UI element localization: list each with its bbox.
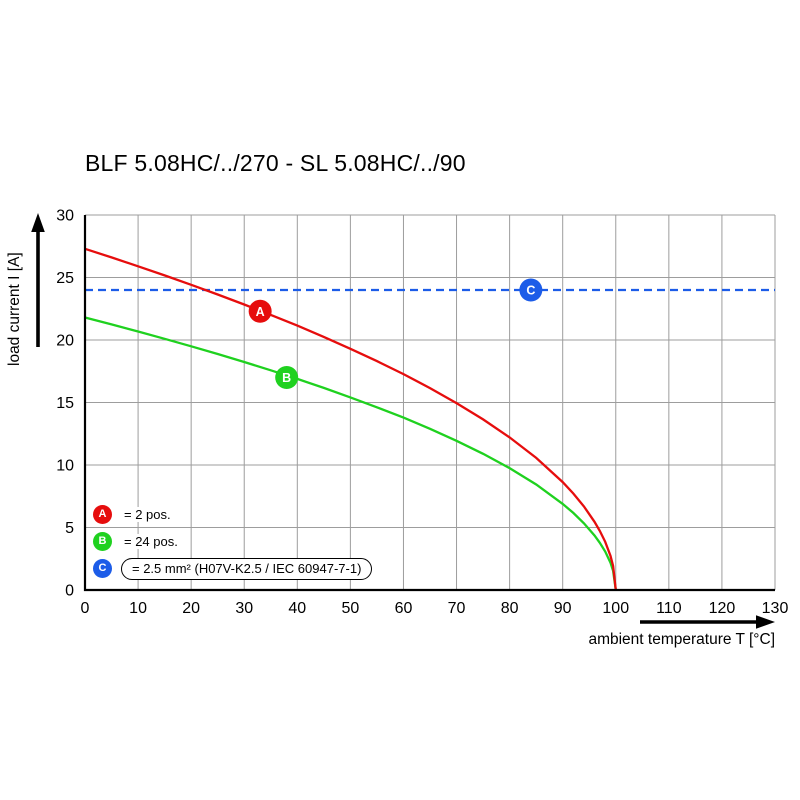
grid	[85, 214, 776, 590]
legend-label-c: = 2.5 mm² (H07V-K2.5 / IEC 60947-7-1)	[121, 557, 373, 580]
legend-item-a: A = 2 pos.	[93, 501, 372, 528]
y-tick-label: 5	[65, 520, 74, 537]
y-axis-arrow-head	[31, 213, 45, 232]
curve-a	[84, 247, 617, 591]
series-c-marker-icon: C	[93, 559, 112, 578]
legend-label-a: = 2 pos.	[121, 507, 174, 522]
axes	[83, 215, 775, 592]
series-c-letter: C	[98, 562, 107, 574]
y-axis-label: load current I [A]	[6, 252, 23, 366]
y-tick-label: 0	[65, 583, 74, 600]
x-tick-label: 70	[448, 600, 466, 617]
curve-marker-a	[248, 299, 272, 323]
x-tick-label: 80	[501, 600, 519, 617]
x-tick-label: 130	[762, 600, 789, 617]
series-b-letter: B	[98, 535, 107, 547]
x-axis-arrow	[640, 615, 775, 629]
x-tick-label: 120	[709, 600, 736, 617]
x-tick-label: 10	[129, 600, 147, 617]
series-b-marker-icon: B	[93, 532, 112, 551]
y-tick-label: 20	[56, 333, 74, 350]
x-tick-label: 90	[554, 600, 572, 617]
x-tick-label: 0	[81, 600, 90, 617]
y-axis-arrow	[31, 213, 45, 347]
y-tick-label: 10	[56, 458, 74, 475]
x-tick-label: 20	[182, 600, 200, 617]
curve-marker-letter: A	[256, 305, 265, 319]
chart-legend: A = 2 pos. B = 24 pos. C = 2.5 mm² (H07V…	[93, 501, 373, 582]
x-tick-label: 30	[235, 600, 253, 617]
x-tick-label: 100	[602, 600, 629, 617]
curve-b	[84, 316, 617, 591]
curves	[84, 247, 775, 591]
y-tick-label: 15	[56, 395, 74, 412]
series-a-marker-icon: A	[93, 505, 112, 524]
legend-item-b: B = 24 pos.	[93, 528, 372, 555]
x-tick-label: 40	[288, 600, 306, 617]
y-tick-label: 30	[56, 208, 74, 225]
x-axis-label: ambient temperature T [°C]	[588, 631, 775, 648]
x-tick-label: 60	[395, 600, 413, 617]
x-tick-label: 50	[341, 600, 359, 617]
legend-item-c: C = 2.5 mm² (H07V-K2.5 / IEC 60947-7-1)	[93, 555, 373, 582]
curve-markers: A B C	[248, 278, 543, 389]
curve-marker-c	[519, 278, 543, 302]
curve-marker-letter: B	[282, 371, 291, 385]
legend-label-b: = 24 pos.	[121, 534, 181, 549]
y-tick-label: 25	[56, 270, 74, 287]
series-a-letter: A	[98, 508, 107, 520]
chart-title: BLF 5.08HC/../270 - SL 5.08HC/../90	[85, 150, 466, 176]
curve-marker-b	[275, 366, 299, 389]
x-tick-label: 110	[656, 600, 682, 617]
x-axis-arrow-head	[756, 615, 775, 629]
curve-marker-letter: C	[526, 284, 535, 298]
tick-labels: 0 10 20 30 40 50 60 70 80 90 100 110 120 130 0 5 10 15 20 2…	[56, 208, 788, 618]
